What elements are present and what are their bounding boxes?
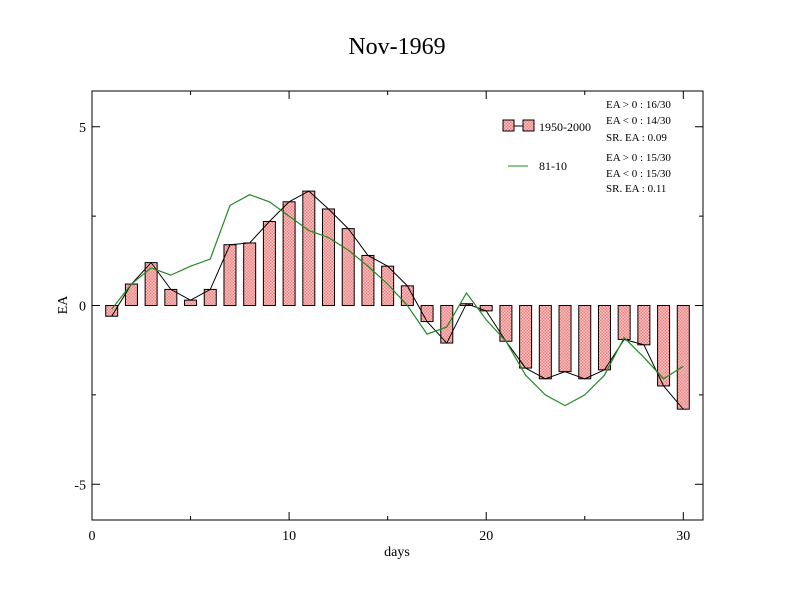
stat-negative-1950-2000: EA < 0 : 14/30: [606, 115, 671, 127]
x-tick-label: 10: [282, 529, 296, 544]
line-series: [112, 191, 684, 409]
y-tick-label: 5: [79, 121, 86, 136]
stat-negative-81-10: EA < 0 : 15/30: [606, 168, 671, 180]
bar-day-28: [638, 306, 650, 345]
stat-sr-1950-2000: SR. EA : 0.09: [606, 132, 667, 144]
bar-day-13: [342, 229, 354, 306]
bar-day-25: [579, 306, 591, 379]
line-81-10: [112, 195, 684, 406]
bar-day-30: [677, 306, 689, 410]
bar-day-23: [539, 306, 551, 379]
stat-sr-81-10: SR. EA : 0.11: [606, 183, 666, 195]
bar-day-8: [244, 243, 256, 306]
bar-day-9: [263, 221, 275, 305]
bar-day-10: [283, 202, 295, 306]
bar-day-18: [441, 306, 453, 344]
x-axis-label: days: [384, 545, 410, 560]
bar-day-2: [125, 284, 137, 305]
x-tick-label: 20: [479, 529, 493, 544]
legend-label-81-10: 81-10: [539, 159, 567, 173]
chart-title: Nov-1969: [348, 34, 445, 60]
bar-day-5: [185, 300, 197, 305]
x-tick-label: 0: [89, 529, 96, 544]
bar-series: [106, 191, 690, 409]
x-tick-label: 30: [676, 529, 690, 544]
line-1950-2000: [112, 191, 684, 409]
y-tick-label: 0: [79, 300, 86, 315]
bar-day-11: [303, 191, 315, 305]
bar-day-22: [520, 306, 532, 369]
bar-day-24: [559, 306, 571, 372]
bar-day-20: [480, 306, 492, 311]
y-tick-label: -5: [74, 478, 86, 493]
bar-day-12: [323, 209, 335, 306]
legend-swatch-1950-2000-left: [503, 120, 514, 131]
bar-day-15: [382, 266, 394, 305]
bar-day-26: [598, 306, 610, 370]
legend: 1950-2000 81-10 EA > 0 : 16/30 EA < 0 : …: [503, 99, 671, 195]
bar-day-1: [106, 306, 118, 317]
bar-day-16: [401, 286, 413, 306]
stat-positive-1950-2000: EA > 0 : 16/30: [606, 99, 671, 111]
y-axis-label: EA: [56, 295, 71, 315]
bar-day-27: [618, 306, 630, 340]
chart-canvas: Nov-1969 0 10 20 30 -5 0 5 days EA 1950-2000 8…: [0, 0, 792, 612]
stat-positive-81-10: EA > 0 : 15/30: [606, 152, 671, 164]
legend-swatch-1950-2000-right: [523, 120, 534, 131]
tick-labels: 0 10 20 30 -5 0 5: [74, 121, 690, 544]
legend-label-1950-2000: 1950-2000: [539, 120, 591, 134]
